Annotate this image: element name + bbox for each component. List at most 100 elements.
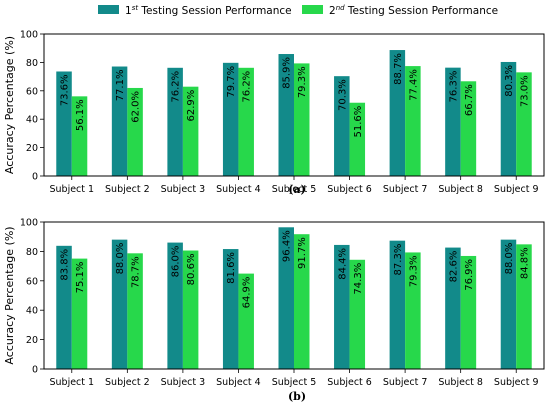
x-tick-label: Subject 6 xyxy=(327,377,372,388)
legend-label-series-2: 2nd Testing Session Performance xyxy=(329,4,498,17)
x-tick-label: Subject 5 xyxy=(272,184,317,195)
chart-panel-a: Accuracy Percentage (%) 0 20 40 60 80 100 73.6%… xyxy=(3,30,545,196)
bar-value-label: 79.3% xyxy=(297,66,308,98)
legend-label-series-1: 1st Testing Session Performance xyxy=(125,4,292,17)
bar-value-label: 80.3% xyxy=(504,65,515,97)
bar-value-label: 79.3% xyxy=(408,255,419,287)
y-tick-label: 20 xyxy=(26,335,38,346)
bar-value-label: 73.0% xyxy=(519,75,530,107)
x-tick-label: Subject 4 xyxy=(216,184,261,195)
legend-swatch-series-2 xyxy=(302,5,323,14)
bar-series-2-subject-3 xyxy=(182,86,199,176)
x-tick-label: Subject 8 xyxy=(438,377,483,388)
bar-series-2-subject-4 xyxy=(238,67,254,176)
bar-series-2-subject-5 xyxy=(294,63,310,177)
x-tick-label: Subject 8 xyxy=(438,184,483,195)
bar-series-1-subject-3 xyxy=(167,242,183,369)
bar-value-label: 86.0% xyxy=(171,246,182,278)
bar-value-label: 70.3% xyxy=(337,79,348,111)
bar-series-2-subject-8 xyxy=(460,81,477,176)
x-tick-label: Subject 1 xyxy=(49,184,94,195)
bar-value-label: 84.8% xyxy=(519,247,530,279)
bar-series-1-subject-2 xyxy=(111,239,128,369)
x-tick-label: Subject 7 xyxy=(383,377,428,388)
bar-series-1-subject-9 xyxy=(500,239,517,369)
bar-value-label: 85.9% xyxy=(282,57,293,89)
bar-value-label: 83.8% xyxy=(60,249,71,281)
bar-series-2-subject-8 xyxy=(460,255,477,369)
bar-value-label: 87.3% xyxy=(393,244,404,276)
bar-series-2-subject-2 xyxy=(127,87,143,176)
bar-value-label: 56.1% xyxy=(75,99,86,131)
bar-value-label: 96.4% xyxy=(282,230,293,262)
bar-value-label: 62.0% xyxy=(131,91,142,123)
chart-panel-b: Accuracy Percentage (%) 0 20 40 60 80 100 83.8%… xyxy=(3,218,545,403)
bar-value-label: 77.4% xyxy=(408,69,419,101)
bar-value-label: 88.0% xyxy=(115,243,126,275)
y-tick-label: 0 xyxy=(32,365,38,376)
bar-series-1-subject-8 xyxy=(445,67,461,176)
y-axis-label: Accuracy Percentage (%) xyxy=(3,36,16,174)
plot-frame xyxy=(43,33,545,177)
bar-series-1-subject-2 xyxy=(111,66,128,176)
bar-series-2-subject-7 xyxy=(405,252,421,369)
x-tick-label: Subject 9 xyxy=(494,184,539,195)
bar-value-label: 75.1% xyxy=(75,262,86,294)
y-tick-label: 40 xyxy=(26,115,38,126)
bar-value-label: 74.3% xyxy=(353,263,364,295)
bar-series-1-subject-6 xyxy=(334,76,350,176)
bar-series-2-subject-1 xyxy=(71,258,88,369)
bar-value-label: 73.6% xyxy=(60,74,71,106)
bar-value-label: 76.9% xyxy=(464,259,475,291)
y-tick-label: 80 xyxy=(26,247,38,258)
legend-swatch-series-1 xyxy=(98,5,119,14)
bar-series-2-subject-2 xyxy=(127,253,143,369)
bar-series-1-subject-5 xyxy=(278,54,294,176)
bar-series-2-subject-9 xyxy=(516,244,532,369)
bar-value-label: 82.6% xyxy=(448,251,459,283)
legend: 1st Testing Session Performance 2nd Testi… xyxy=(98,4,498,17)
bar-series-2-subject-9 xyxy=(516,72,532,176)
y-tick-label: 20 xyxy=(26,143,38,154)
bar-value-label: 66.7% xyxy=(464,84,475,116)
plot-frame xyxy=(43,221,545,370)
bar-series-2-subject-6 xyxy=(349,259,366,369)
bar-series-2-subject-3 xyxy=(182,250,199,369)
bar-value-label: 51.6% xyxy=(353,106,364,138)
x-tick-label: Subject 3 xyxy=(161,377,206,388)
bar-series-2-subject-5 xyxy=(294,234,310,369)
bar-value-label: 64.9% xyxy=(242,277,253,309)
bar-series-2-subject-1 xyxy=(71,96,88,176)
x-tick-label: Subject 6 xyxy=(327,184,372,195)
bar-value-label: 76.3% xyxy=(448,71,459,103)
x-tick-label: Subject 4 xyxy=(216,377,261,388)
bar-series-1-subject-1 xyxy=(56,71,72,176)
y-tick-label: 100 xyxy=(20,218,38,229)
bar-series-2-subject-7 xyxy=(405,66,421,176)
y-axis-label: Accuracy Percentage (%) xyxy=(3,226,16,364)
bar-series-2-subject-4 xyxy=(238,273,254,369)
x-tick-label: Subject 1 xyxy=(49,377,94,388)
y-tick-label: 40 xyxy=(26,306,38,317)
y-tick-label: 60 xyxy=(26,276,38,287)
bar-series-1-subject-6 xyxy=(334,244,350,369)
bar-value-label: 91.7% xyxy=(297,237,308,269)
x-tick-label: Subject 7 xyxy=(383,184,428,195)
bar-value-label: 80.6% xyxy=(186,254,197,286)
bar-value-label: 81.6% xyxy=(226,252,237,284)
bar-value-label: 76.2% xyxy=(171,71,182,103)
bar-value-label: 77.1% xyxy=(115,70,126,102)
bar-value-label: 88.7% xyxy=(393,53,404,85)
panel-label: (b) xyxy=(288,390,306,403)
x-tick-label: Subject 2 xyxy=(105,184,150,195)
bar-series-1-subject-7 xyxy=(389,240,406,369)
bar-value-label: 79.7% xyxy=(226,66,237,98)
x-tick-label: Subject 5 xyxy=(272,377,317,388)
bar-series-1-subject-1 xyxy=(56,245,72,369)
bar-series-1-subject-9 xyxy=(500,61,517,176)
bar-series-1-subject-5 xyxy=(278,227,294,369)
bar-value-label: 76.2% xyxy=(242,71,253,103)
bar-value-label: 78.7% xyxy=(131,256,142,288)
bar-series-1-subject-4 xyxy=(222,62,239,176)
